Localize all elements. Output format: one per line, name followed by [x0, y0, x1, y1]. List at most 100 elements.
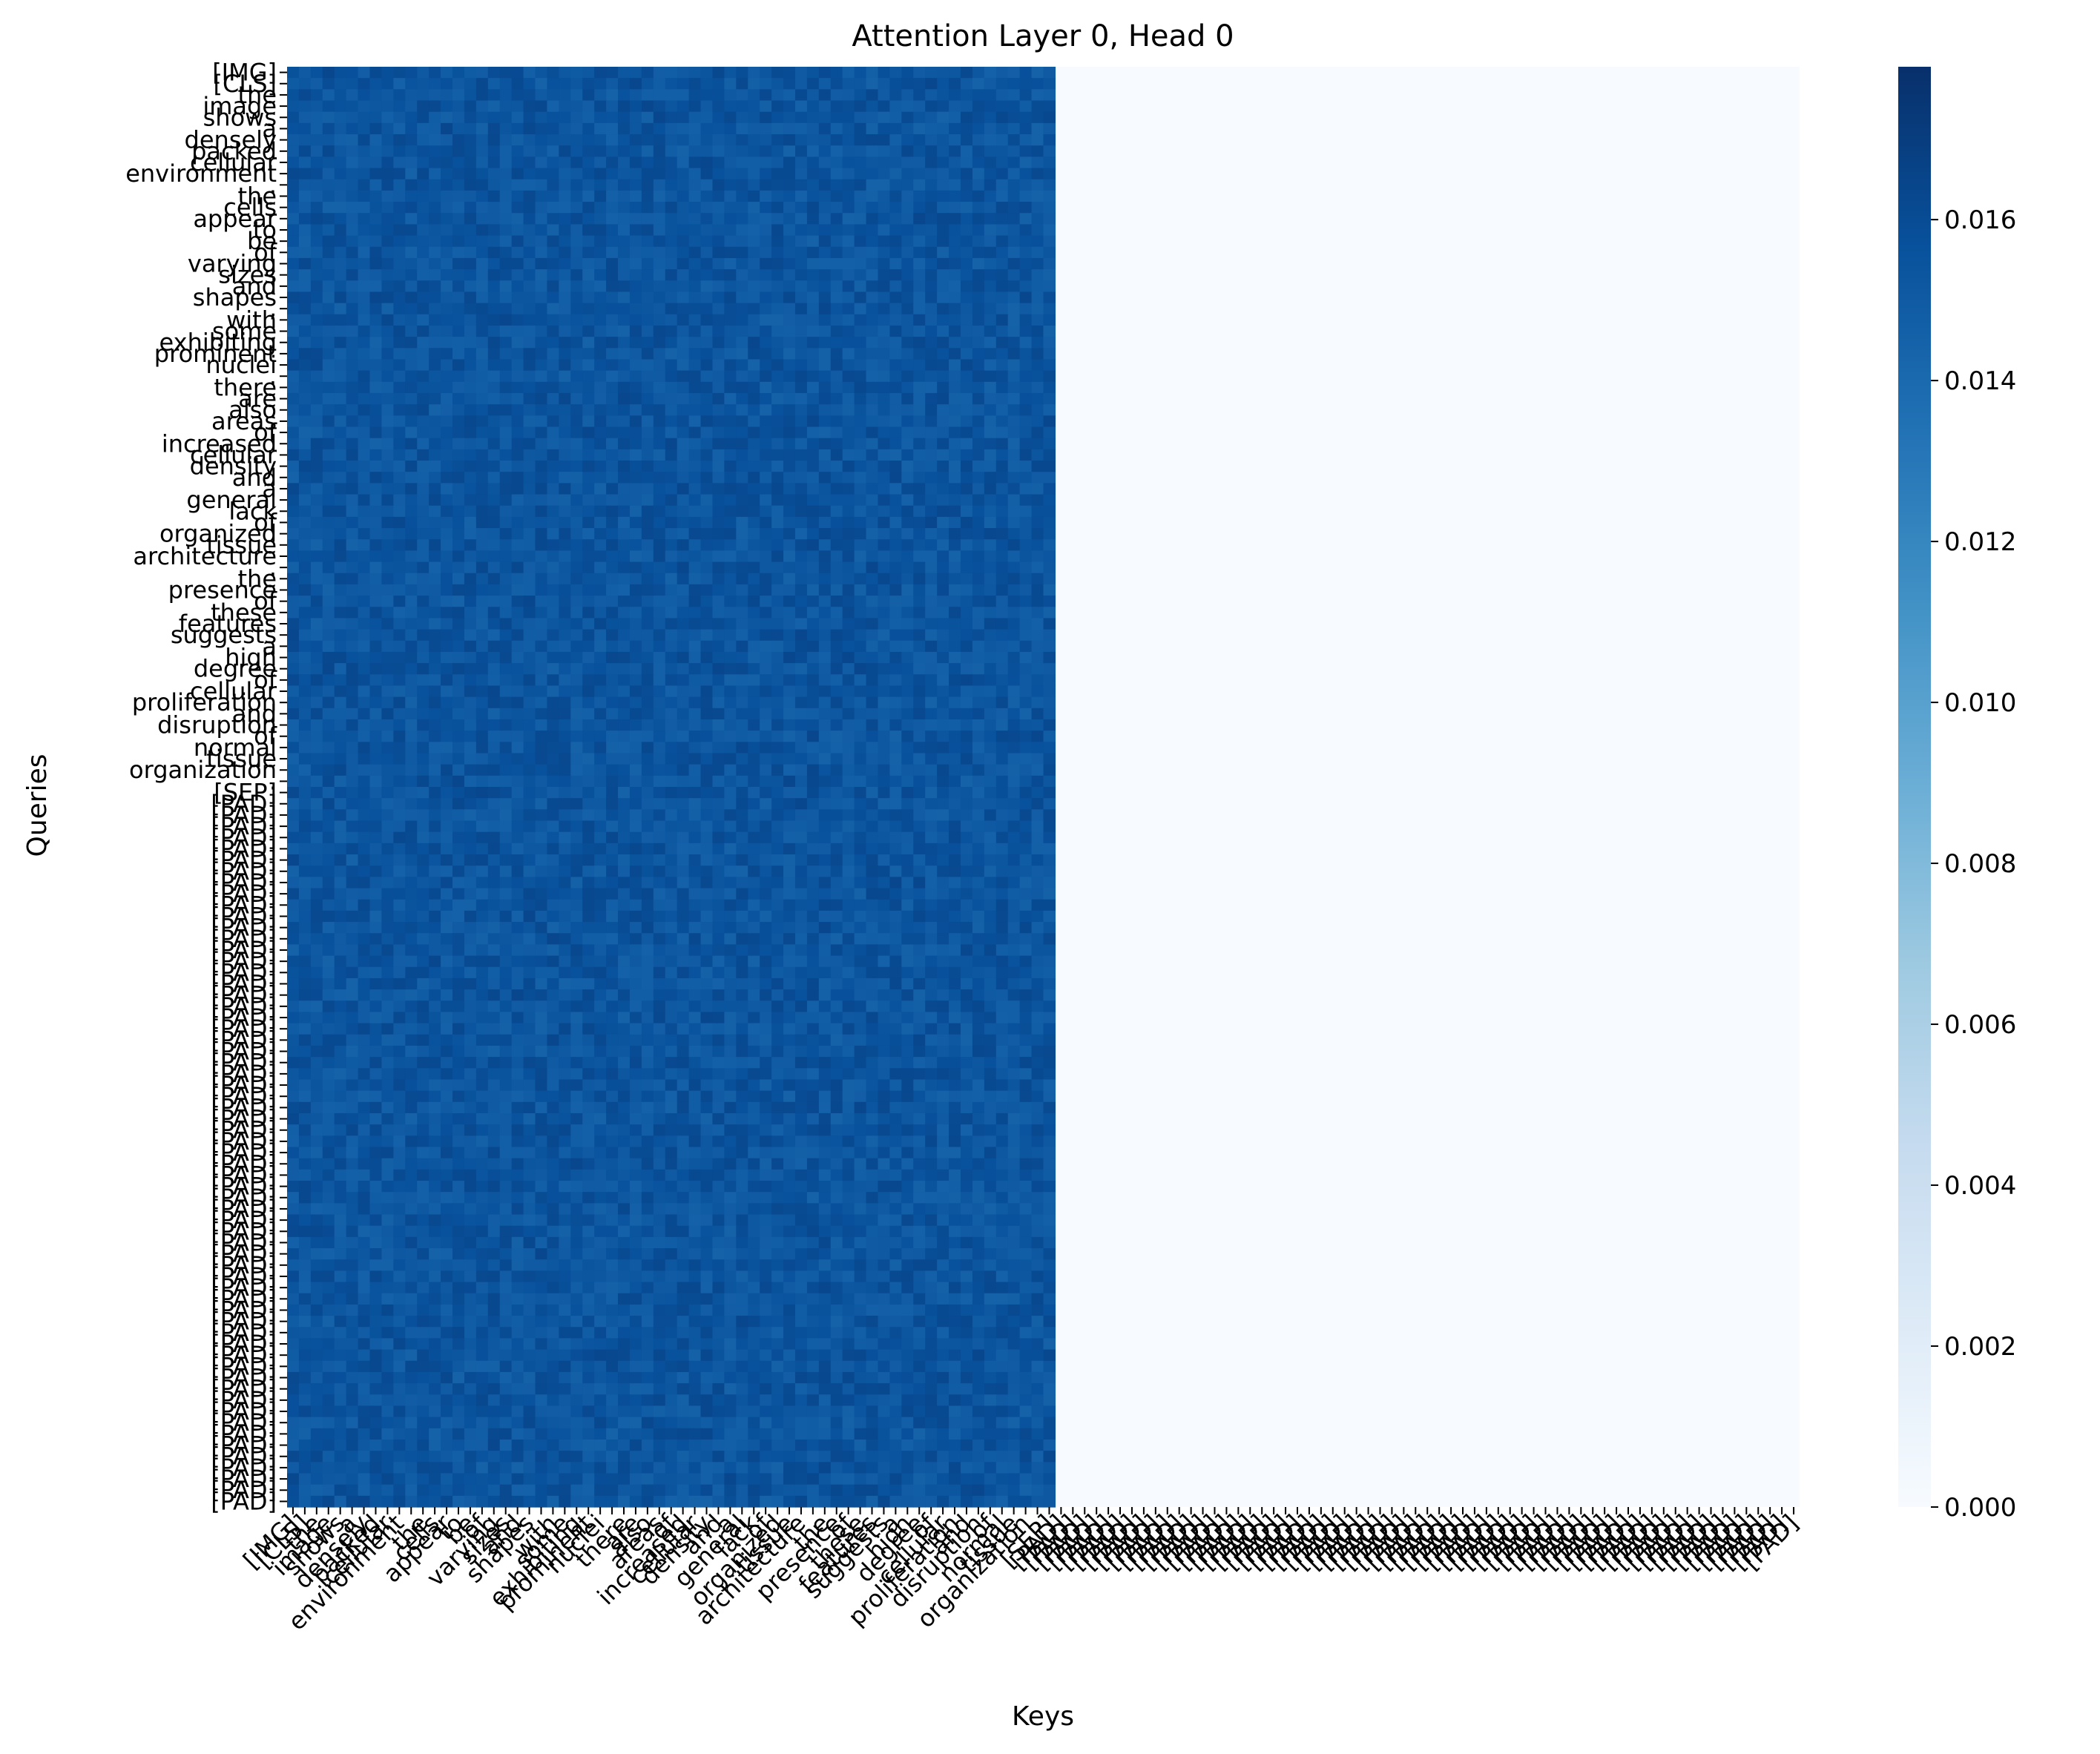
- heatmap-cell: [984, 539, 997, 551]
- heatmap-cell: [511, 67, 524, 79]
- heatmap-cell: [559, 899, 571, 911]
- heatmap-cell: [475, 122, 489, 135]
- heatmap-cell: [429, 269, 441, 281]
- heatmap-cell: [688, 539, 702, 551]
- heatmap-cell: [1043, 708, 1056, 720]
- heatmap-cell: [487, 224, 501, 237]
- heatmap-cell: [547, 584, 559, 596]
- heatmap-cell: [854, 899, 867, 911]
- heatmap-cell: [582, 877, 595, 889]
- heatmap-cell: [618, 629, 631, 642]
- heatmap-cell: [830, 910, 843, 923]
- heatmap-cell: [499, 269, 513, 281]
- heatmap-cell: [665, 899, 678, 911]
- heatmap-cell: [736, 550, 748, 563]
- heatmap-cell: [429, 640, 441, 653]
- heatmap-cell: [535, 483, 548, 495]
- heatmap-cell: [346, 325, 359, 337]
- heatmap-cell: [499, 122, 513, 135]
- heatmap-cell: [618, 246, 631, 259]
- heatmap-cell: [334, 764, 347, 777]
- heatmap-cell: [441, 145, 453, 157]
- heatmap-cell: [287, 899, 300, 911]
- heatmap-cell: [594, 280, 607, 293]
- heatmap-cell: [582, 291, 595, 304]
- heatmap-cell: [1019, 337, 1033, 349]
- heatmap-cell: [417, 866, 429, 877]
- heatmap-cell: [889, 922, 902, 934]
- heatmap-cell: [346, 202, 359, 214]
- heatmap-cell: [417, 224, 429, 237]
- heatmap-cell: [487, 235, 501, 248]
- heatmap-cell: [322, 168, 335, 180]
- heatmap-cell: [925, 89, 938, 102]
- heatmap-cell: [570, 483, 583, 495]
- heatmap-cell: [736, 145, 748, 157]
- heatmap-cell: [629, 719, 642, 731]
- heatmap-cell: [760, 775, 772, 788]
- heatmap-cell: [794, 461, 808, 472]
- heatmap-cell: [547, 67, 559, 79]
- heatmap-cell: [901, 877, 914, 889]
- heatmap-cell: [818, 854, 832, 866]
- heatmap-cell: [547, 213, 559, 225]
- heatmap-cell: [381, 798, 394, 810]
- heatmap-cell: [582, 190, 595, 202]
- heatmap-cell: [287, 854, 300, 866]
- heatmap-cell: [535, 246, 548, 259]
- heatmap-cell: [901, 235, 914, 248]
- heatmap-cell: [889, 573, 902, 585]
- heatmap-cell: [429, 246, 441, 259]
- heatmap-cell: [665, 202, 678, 214]
- heatmap-cell: [322, 663, 335, 675]
- heatmap-cell: [830, 359, 843, 372]
- heatmap-cell: [559, 663, 571, 675]
- heatmap-cell: [771, 483, 784, 495]
- heatmap-cell: [760, 100, 772, 113]
- heatmap-cell: [381, 674, 394, 687]
- heatmap-cell: [700, 888, 714, 900]
- heatmap-cell: [724, 325, 737, 337]
- heatmap-cell: [712, 134, 725, 146]
- heatmap-cell: [854, 325, 867, 337]
- heatmap-cell: [878, 348, 891, 360]
- heatmap-cell: [358, 696, 371, 709]
- heatmap-cell: [606, 528, 619, 540]
- heatmap-cell: [653, 888, 666, 900]
- heatmap-cell: [1019, 224, 1033, 237]
- heatmap-cell: [322, 156, 335, 169]
- heatmap-cell: [405, 742, 418, 754]
- heatmap-cell: [1019, 809, 1033, 822]
- heatmap-cell: [712, 472, 725, 484]
- heatmap-cell: [783, 202, 796, 214]
- heatmap-cell: [475, 798, 489, 810]
- heatmap-cell: [334, 100, 347, 113]
- heatmap-cell: [783, 809, 796, 822]
- heatmap-cell: [889, 731, 902, 742]
- heatmap-cell: [960, 831, 973, 844]
- heatmap-cell: [405, 426, 418, 439]
- heatmap-cell: [783, 731, 796, 742]
- heatmap-cell: [806, 325, 820, 337]
- heatmap-cell: [381, 922, 394, 934]
- heatmap-cell: [960, 213, 973, 225]
- heatmap-cell: [393, 438, 406, 450]
- heatmap-cell: [688, 235, 702, 248]
- heatmap-cell: [618, 269, 631, 281]
- heatmap-cell: [405, 348, 418, 360]
- heatmap-cell: [441, 719, 453, 731]
- heatmap-cell: [606, 381, 619, 394]
- heatmap-cell: [310, 888, 323, 900]
- heatmap-cell: [523, 708, 536, 720]
- heatmap-cell: [310, 584, 323, 596]
- heatmap-cell: [949, 494, 961, 507]
- heatmap-cell: [806, 866, 820, 877]
- heatmap-cell: [995, 257, 1009, 270]
- heatmap-cell: [937, 607, 949, 619]
- heatmap-cell: [665, 877, 678, 889]
- heatmap-cell: [559, 449, 571, 461]
- heatmap-cell: [287, 809, 300, 822]
- heatmap-cell: [688, 190, 702, 202]
- heatmap-cell: [653, 731, 666, 742]
- heatmap-cell: [523, 461, 536, 472]
